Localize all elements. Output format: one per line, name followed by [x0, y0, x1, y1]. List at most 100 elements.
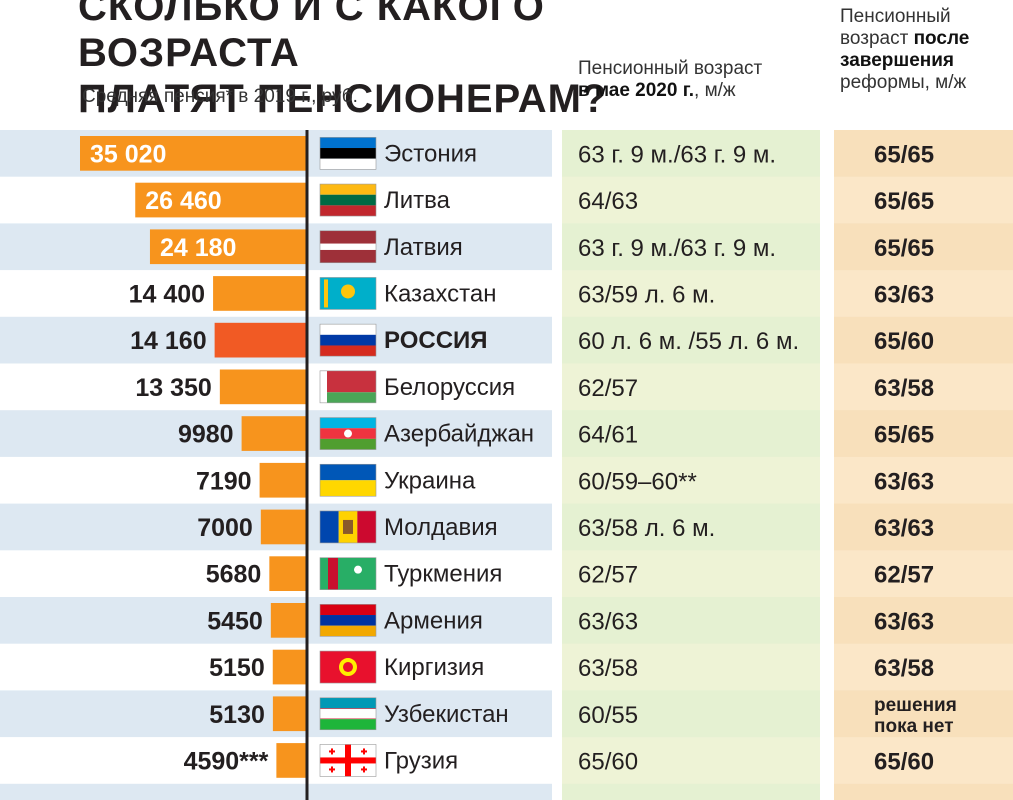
category-label: Армения: [384, 607, 483, 634]
right-header-line-4: реформы, м/ж: [840, 72, 967, 93]
flag-moldova-icon: [319, 510, 377, 544]
flag-part: [320, 615, 376, 626]
flag-border: [319, 417, 377, 450]
flag-border: [319, 557, 377, 590]
bar: [276, 743, 306, 778]
row-band-mid: [562, 130, 820, 177]
flag-lithuania-icon: [319, 183, 377, 217]
retirement-age-may-2020: 63/58: [578, 655, 638, 682]
mid-header-line-2: в мае 2020 г., м/ж: [578, 80, 762, 102]
mid-header-rest: , м/ж: [694, 80, 736, 101]
category-label: Молдавия: [384, 514, 498, 541]
row-band-mid: [562, 410, 820, 457]
row-band-right: [834, 503, 1013, 551]
retirement-age-after-reform: 65/65: [874, 141, 934, 168]
bar: [241, 416, 306, 451]
category-label: Эстония: [384, 140, 477, 167]
right-header-plain: возраст: [840, 28, 914, 49]
data-label: 7190: [196, 467, 252, 495]
retirement-age-after-reform: 65/60: [874, 328, 934, 355]
bar: [259, 462, 306, 498]
retirement-age-after-reform: 65/65: [874, 235, 934, 262]
category-label: Белоруссия: [384, 374, 515, 401]
right-header-line-3: завершения: [840, 50, 969, 72]
flag-border: [319, 183, 377, 217]
flag-part: [324, 279, 328, 308]
data-label: 5150: [209, 654, 265, 682]
category-label: Литва: [384, 187, 451, 214]
retirement-age-after-reform: 65/65: [874, 422, 934, 449]
retirement-age-may-2020: 63 г. 9 м./63 г. 9 м.: [578, 235, 776, 262]
bar: [149, 229, 306, 265]
flag-part: [363, 748, 365, 755]
title-line-1: СКОЛЬКО И С КАКОГО ВОЗРАСТА: [78, 0, 545, 75]
data-label: 24 180: [160, 234, 236, 262]
data-label: 13 350: [135, 374, 211, 402]
flag-border: [319, 277, 377, 310]
bar: [219, 369, 306, 405]
bar: [80, 136, 306, 171]
flag-part: [320, 370, 376, 393]
right-header-line-1: Пенсионный: [840, 6, 951, 27]
right-header-bold-2: завершения: [840, 50, 955, 71]
category-label: Латвия: [384, 234, 463, 261]
retirement-age-after-reform: 63/58: [874, 655, 934, 682]
retirement-age-after-reform: 63/63: [874, 468, 934, 495]
data-label: 35 020: [90, 140, 166, 168]
flag-border: [319, 650, 377, 684]
retirement-age-may-2020: 60/59–60**: [578, 468, 697, 495]
retirement-age-after-reform: 65/65: [874, 188, 934, 215]
data-label: 14 160: [130, 327, 206, 355]
flag-part: [320, 194, 376, 206]
retirement-age-may-2020: 62/57: [578, 375, 638, 402]
row-band-right: [834, 130, 1013, 177]
retirement-age-after-reform: 63/63: [874, 608, 934, 635]
right-header-line-2: возраст после: [840, 28, 969, 50]
flag-kazakhstan-icon: [319, 277, 377, 310]
flag-crescent: [354, 565, 362, 574]
retirement-age-after-reform: пока нет: [874, 716, 954, 737]
retirement-age-after-reform: 62/57: [874, 562, 934, 589]
category-label: Киргизия: [384, 654, 484, 681]
flag-part: [320, 697, 376, 709]
flag-border: [319, 137, 377, 170]
retirement-age-may-2020: 63/58 л. 6 м.: [578, 515, 715, 542]
flag-border: [319, 697, 377, 731]
retirement-age-may-2020: 63 г. 9 м./63 г. 9 м.: [578, 141, 776, 168]
row-band-mid: [562, 503, 820, 551]
bar: [214, 322, 306, 358]
flag-kyrgyzstan-icon: [319, 650, 377, 684]
flag-part: [320, 392, 376, 403]
retirement-age-may-2020: 62/57: [578, 562, 638, 589]
flag-part: [320, 205, 376, 217]
data-label: 5680: [206, 561, 262, 589]
data-label: 9980: [178, 421, 234, 449]
bar: [213, 276, 306, 311]
flag-part: [320, 438, 376, 450]
category-label: Азербайджан: [384, 421, 534, 448]
flag-uzbekistan-icon: [319, 697, 377, 731]
flag-part: [320, 324, 376, 335]
retirement-age-may-2020: 65/60: [578, 748, 638, 775]
flag-part: [320, 370, 327, 403]
data-label: 5450: [207, 607, 263, 635]
flag-armenia-icon: [319, 604, 377, 637]
flag-part: [320, 148, 376, 159]
data-label: 14 400: [129, 280, 205, 308]
row-band-right: [834, 316, 1013, 364]
row-band-mid: [562, 783, 820, 800]
flag-part: [320, 243, 376, 250]
flag-sun: [341, 284, 355, 299]
flag-part: [320, 708, 376, 719]
flag-part: [320, 184, 376, 195]
row-band-right: [834, 597, 1013, 644]
flag-border: [319, 230, 377, 264]
mid-column-header: Пенсионный возраст в мае 2020 г., м/ж: [578, 58, 762, 102]
category-label: РОССИЯ: [384, 327, 488, 354]
flag-part: [343, 519, 353, 534]
bar: [272, 649, 306, 685]
right-header-bold-1: после: [913, 28, 970, 49]
retirement-age-may-2020: 60/55: [578, 702, 638, 729]
row-band-right: [834, 223, 1013, 271]
